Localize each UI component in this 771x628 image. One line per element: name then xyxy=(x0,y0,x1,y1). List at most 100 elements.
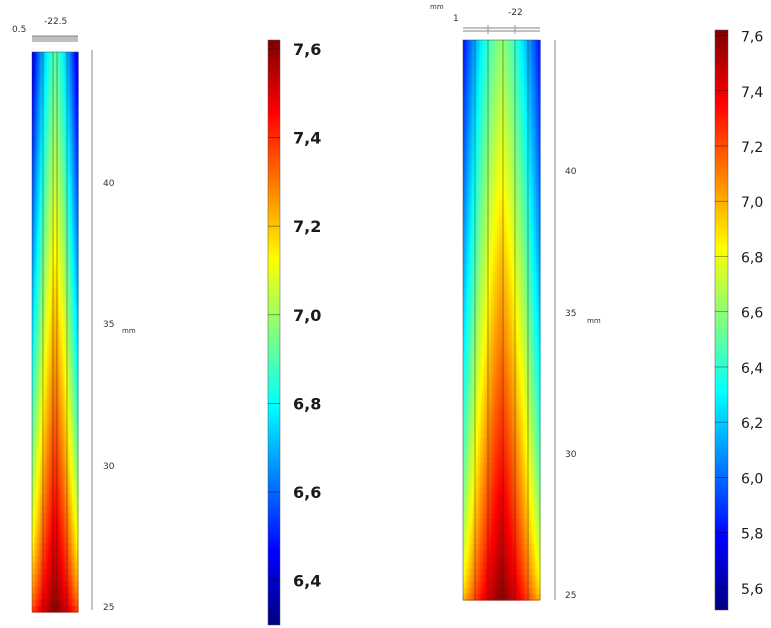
right-field-cell xyxy=(520,288,524,296)
left-field-cell xyxy=(45,437,48,445)
left-field-cell xyxy=(47,400,50,408)
right-field-cell xyxy=(471,164,475,172)
right-field-cell xyxy=(507,407,511,414)
right-field-cell xyxy=(514,351,518,358)
right-field-cell xyxy=(516,512,520,520)
right-field-cell xyxy=(525,264,528,271)
right-field-cell xyxy=(463,220,466,228)
right-field-cell xyxy=(477,363,481,371)
right-field-cell xyxy=(525,394,528,402)
left-field-cell xyxy=(39,251,43,258)
left-top-tick-2: -22.5 xyxy=(44,17,67,27)
left-field-cell xyxy=(72,307,75,314)
right-field-cell xyxy=(480,64,483,72)
right-field-cell xyxy=(463,46,466,54)
left-field-cell xyxy=(55,425,58,433)
right-field-cell xyxy=(469,152,473,159)
right-field-cell xyxy=(518,475,522,483)
left-field-cell xyxy=(53,437,56,445)
right-field-cell xyxy=(492,58,496,66)
right-field-cell xyxy=(471,145,475,153)
left-field-cell xyxy=(47,76,50,84)
right-field-cell xyxy=(482,500,485,508)
left-field-cell xyxy=(45,313,48,321)
left-field-cell xyxy=(43,444,47,451)
left-field-cell xyxy=(62,369,66,377)
right-field-cell xyxy=(514,170,518,178)
left-field-cell xyxy=(45,356,48,364)
right-field-cell xyxy=(492,251,496,259)
left-field-cell xyxy=(66,444,70,451)
right-field-cell xyxy=(503,295,507,302)
right-field-cell xyxy=(518,432,522,439)
right-field-cell xyxy=(490,363,494,371)
left-field-cell xyxy=(43,481,47,489)
right-field-cell xyxy=(525,139,528,147)
right-field-cell xyxy=(465,176,468,184)
right-field-cell xyxy=(520,363,524,371)
right-field-cell xyxy=(490,251,494,259)
right-field-cell xyxy=(503,531,507,539)
right-field-cell xyxy=(471,400,475,408)
left-field-cell xyxy=(43,269,47,277)
right-field-cell xyxy=(518,332,522,340)
left-field-cell xyxy=(37,64,41,72)
right-field-cell xyxy=(488,158,492,166)
right-field-cell xyxy=(522,257,526,265)
right-field-cell xyxy=(518,338,522,346)
right-field-cell xyxy=(475,500,479,508)
left-field-cell xyxy=(43,282,47,290)
right-field-cell xyxy=(484,326,488,334)
left-field-cell xyxy=(74,493,77,501)
right-field-cell xyxy=(477,77,481,85)
right-field-cell xyxy=(490,208,494,215)
right-field-cell xyxy=(495,587,498,595)
right-field-cell xyxy=(469,575,473,582)
right-field-cell xyxy=(477,475,481,483)
right-field-cell xyxy=(490,581,494,589)
left-field-cell xyxy=(47,201,50,209)
right-field-cell xyxy=(505,264,509,271)
right-field-cell xyxy=(518,176,522,184)
left-field-cell xyxy=(49,450,52,458)
left-field-cell xyxy=(70,89,73,97)
right-field-cell xyxy=(497,332,500,340)
left-field-cell xyxy=(74,120,77,128)
right-field-cell xyxy=(477,96,481,103)
right-field-cell xyxy=(471,481,475,489)
right-field-cell xyxy=(505,139,509,147)
left-field-cell xyxy=(43,599,47,607)
right-field-cell xyxy=(490,444,494,452)
right-field-cell xyxy=(499,463,503,470)
right-field-cell xyxy=(471,525,475,533)
left-field-cell xyxy=(66,195,70,202)
left-field-cell xyxy=(32,406,35,414)
right-field-cell xyxy=(490,500,494,508)
left-field-cell xyxy=(51,481,54,489)
left-field-cell xyxy=(51,70,54,78)
left-field-cell xyxy=(32,176,35,184)
left-field-cell xyxy=(76,139,79,146)
right-field-cell xyxy=(471,394,475,402)
right-field-cell xyxy=(467,488,471,495)
right-field-cell xyxy=(525,432,528,439)
right-field-cell xyxy=(484,320,488,327)
left-field-cell xyxy=(49,282,52,290)
right-field-cell xyxy=(516,326,520,334)
right-field-cell xyxy=(527,245,530,253)
right-field-cell xyxy=(510,344,513,352)
right-field-cell xyxy=(492,239,496,246)
left-field-cell xyxy=(37,263,41,271)
left-field-cell xyxy=(43,263,47,271)
right-field-cell xyxy=(477,450,481,458)
right-field-cell xyxy=(512,195,515,203)
right-field-cell xyxy=(518,301,522,309)
right-field-cell xyxy=(527,232,530,240)
left-field-cell xyxy=(43,157,47,165)
right-field-cell xyxy=(507,376,511,383)
left-field-cell xyxy=(51,605,54,613)
left-field-cell xyxy=(68,294,71,302)
left-field-cell xyxy=(39,157,43,165)
right-field-cell xyxy=(497,537,500,545)
right-field-cell xyxy=(525,562,528,570)
